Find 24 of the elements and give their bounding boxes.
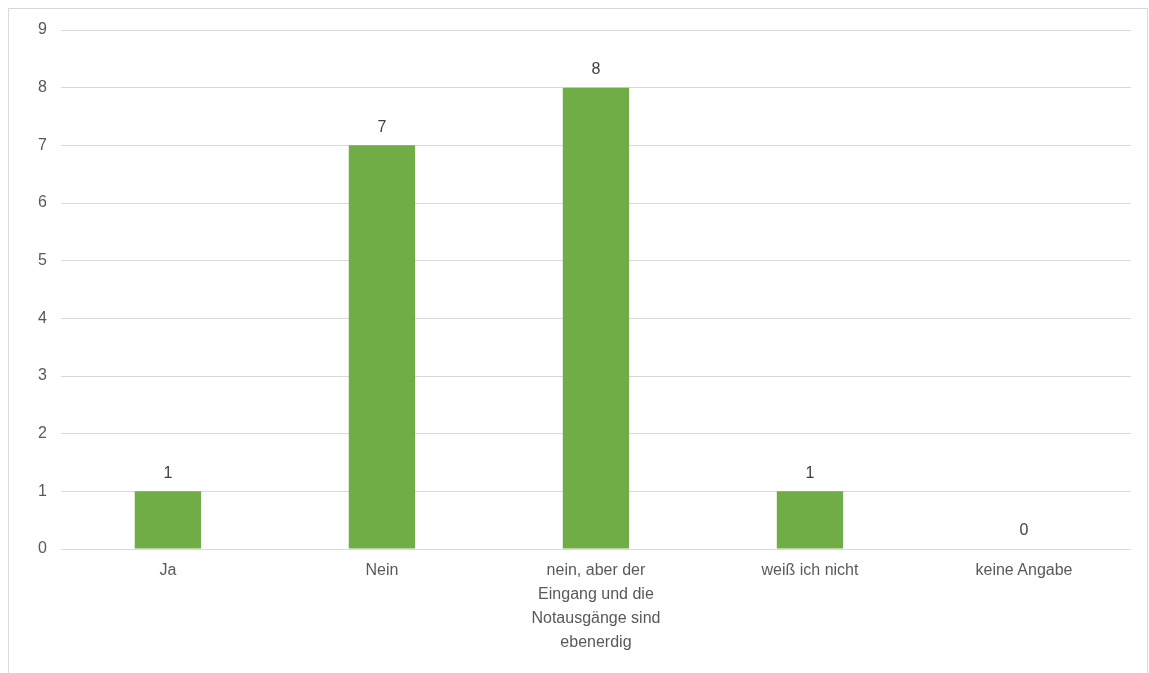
x-tick-label: Ja	[159, 561, 177, 579]
data-label: 1	[163, 463, 173, 481]
y-tick-label: 1	[37, 481, 47, 499]
x-tick-label: nein, aber der Eingang und die Notausgänge sind ebenerdig	[531, 561, 661, 651]
y-tick-label: 6	[37, 193, 47, 211]
y-tick-label: 0	[37, 539, 47, 557]
y-tick-label: 4	[37, 308, 47, 326]
y-tick-label: 3	[37, 366, 47, 384]
data-label: 0	[1019, 521, 1029, 539]
data-label: 8	[591, 60, 601, 78]
y-tick-label: 9	[37, 20, 47, 38]
data-label: 1	[805, 463, 815, 481]
y-tick-label: 7	[37, 135, 47, 153]
x-tick-label: keine Angabe	[975, 561, 1073, 579]
x-tick-label: Nein	[365, 561, 399, 579]
bar	[134, 491, 202, 549]
y-tick-label: 8	[37, 78, 47, 96]
bar	[348, 145, 416, 549]
y-tick-label: 2	[37, 424, 47, 442]
bar	[776, 491, 844, 549]
bar	[562, 87, 630, 549]
x-tick-label: weiß ich nicht	[760, 561, 859, 579]
y-tick-label: 5	[37, 251, 47, 269]
data-label: 7	[377, 117, 387, 135]
